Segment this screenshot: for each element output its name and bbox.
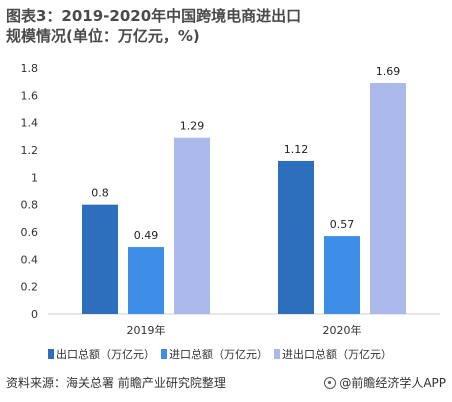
y-tick-label: 1.6 <box>21 89 39 102</box>
legend-label-total: 进出口总额（万亿元） <box>282 348 392 361</box>
legend-swatch-total <box>274 349 280 359</box>
legend-item-import: 进口总额（万亿元） <box>161 346 268 362</box>
legend-label-export: 出口总额（万亿元） <box>56 348 155 361</box>
y-tick-label: 0.6 <box>21 226 39 239</box>
bar <box>128 247 164 314</box>
y-tick-label: 1.2 <box>21 144 39 157</box>
chart-title: 图表3：2019-2020年中国跨境电商进出口规模情况(单位：万亿元，%) <box>6 7 302 45</box>
legend-item-total: 进出口总额（万亿元） <box>274 346 392 362</box>
data-label: 1.29 <box>180 120 205 133</box>
y-tick-label: 1 <box>31 171 38 184</box>
y-tick-label: 1.8 <box>21 62 39 75</box>
data-label: 1.69 <box>376 65 401 78</box>
y-tick-label: 1.4 <box>21 117 39 130</box>
brand-label: @前瞻经济学人APP <box>339 376 446 390</box>
x-tick-label: 2020年 <box>323 323 362 337</box>
bar <box>324 236 360 314</box>
bar <box>370 83 406 315</box>
x-tick-label: 2019年 <box>127 323 166 337</box>
y-tick-label: 0 <box>31 308 38 321</box>
legend-label-import: 进口总额（万亿元） <box>169 348 268 361</box>
y-tick-label: 0.4 <box>21 253 39 266</box>
bar <box>174 137 210 314</box>
data-label: 0.8 <box>91 187 109 200</box>
y-tick-label: 0.2 <box>21 281 39 294</box>
legend-swatch-export <box>48 349 54 359</box>
bar <box>278 160 314 314</box>
brand-mark: @前瞻经济学人APP <box>324 374 446 391</box>
legend-swatch-import <box>161 349 167 359</box>
bar <box>82 204 118 314</box>
footer: 资料来源：海关总署 前瞻产业研究院整理 @前瞻经济学人APP <box>6 374 446 391</box>
data-label: 1.12 <box>284 143 309 156</box>
y-tick-label: 0.8 <box>21 199 39 212</box>
legend-item-export: 出口总额（万亿元） <box>48 346 155 362</box>
source-note: 资料来源：海关总署 前瞻产业研究院整理 <box>6 376 226 390</box>
data-label: 0.57 <box>330 218 355 231</box>
qianzhan-logo-icon <box>324 376 337 389</box>
data-label: 0.49 <box>134 229 159 242</box>
chart-legend: 出口总额（万亿元） 进口总额（万亿元） 进出口总额（万亿元） <box>48 346 392 362</box>
